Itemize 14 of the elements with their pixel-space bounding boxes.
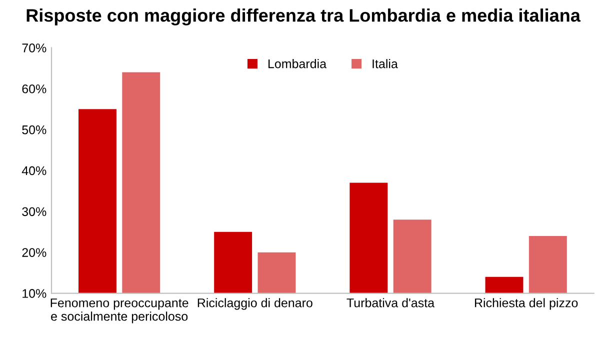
x-tick-label: Turbativa d'asta [346,298,435,308]
y-tick-label: 20% [22,248,46,257]
y-tick-label: 70% [22,44,46,52]
y-tick-label: 50% [22,125,46,134]
legend-label: Italia [372,59,398,68]
y-tick-label: 30% [22,207,46,216]
chart-title: Risposte con maggiore differenza tra Lombardia e media italiana [26,8,581,26]
y-tick-label: 10% [22,289,46,298]
x-tick-label: Riciclaggio di denaro [198,298,312,310]
legend-label: Lombardia [268,59,327,68]
y-tick-label: 60% [22,84,46,94]
x-tick-label: Richiesta del pizzo [475,298,578,310]
y-tick-label: 40% [22,166,46,176]
x-tick-label: Fenomeno preoccupante e socialmente pericoloso [50,298,188,324]
